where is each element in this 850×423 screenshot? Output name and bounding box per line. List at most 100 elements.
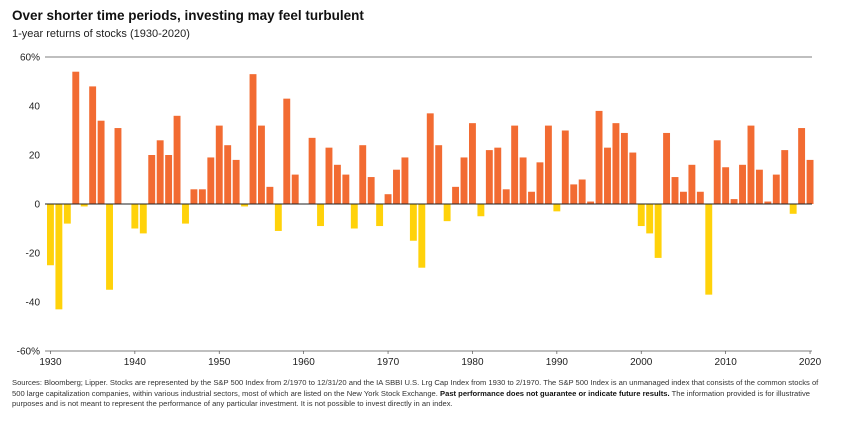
disclaimer-bold: Past performance does not guarantee or i… — [440, 388, 670, 398]
axes-group: 60% 40 20 0 -20 -40 -60%1930 1940 1950 1960 1970 19… — [17, 53, 822, 369]
bar-1971 — [393, 169, 400, 204]
bar-1958 — [283, 98, 291, 204]
bar-1941 — [139, 204, 147, 234]
bars-group — [47, 71, 814, 310]
bar-2011 — [730, 199, 738, 204]
bar-1996 — [604, 147, 611, 204]
bar-1945 — [173, 115, 181, 204]
bar-1993 — [578, 179, 586, 204]
bar-1944 — [165, 155, 173, 204]
bar-1938 — [114, 128, 122, 204]
bar-1965 — [342, 174, 350, 204]
y-tick-label: -60% — [17, 347, 40, 358]
bar-1968 — [367, 177, 375, 204]
y-tick-label: 60% — [20, 53, 40, 64]
bar-2007 — [696, 191, 704, 204]
bar-2018 — [789, 204, 797, 214]
bar-1977 — [443, 204, 451, 222]
bar-1973 — [409, 204, 417, 241]
bar-1982 — [485, 150, 493, 204]
bar-1979 — [460, 157, 468, 204]
bar-2005 — [680, 191, 687, 204]
y-tick-label: 0 — [34, 200, 40, 211]
bar-1942 — [148, 155, 156, 204]
bar-1948 — [198, 189, 206, 204]
bar-1940 — [131, 204, 139, 229]
x-tick-label: 1970 — [377, 357, 400, 368]
bar-1995 — [595, 110, 603, 204]
bar-1975 — [426, 113, 434, 204]
bar-1974 — [418, 204, 426, 268]
bar-1949 — [207, 157, 215, 204]
bar-1933 — [72, 71, 80, 204]
bar-2012 — [739, 164, 746, 204]
bar-1988 — [536, 162, 544, 204]
bar-1943 — [156, 140, 164, 204]
bar-2013 — [747, 125, 755, 204]
bar-2010 — [722, 167, 730, 204]
source-note: Sources: Bloomberg; Lipper. Stocks are r… — [12, 378, 822, 410]
bar-1980 — [469, 123, 476, 204]
bar-1985 — [511, 125, 519, 204]
x-tick-label: 1930 — [39, 357, 62, 368]
bar-1987 — [528, 191, 535, 204]
bar-1969 — [376, 204, 384, 227]
bar-1972 — [401, 157, 409, 204]
bar-1986 — [519, 157, 527, 204]
bar-1997 — [612, 123, 620, 204]
bar-2016 — [772, 174, 780, 204]
x-tick-label: 2020 — [799, 357, 822, 368]
bar-2008 — [705, 204, 713, 295]
bar-1959 — [291, 174, 299, 204]
bar-1932 — [63, 204, 71, 224]
bar-1998 — [620, 132, 628, 204]
bar-2014 — [755, 169, 763, 204]
bar-1956 — [266, 186, 274, 204]
bar-1931 — [55, 204, 63, 310]
bar-1957 — [274, 204, 282, 231]
bar-1964 — [333, 164, 341, 204]
bar-2003 — [663, 132, 671, 204]
y-tick-label: 20 — [29, 151, 41, 162]
bar-1935 — [89, 86, 97, 204]
bar-1978 — [452, 186, 460, 204]
y-tick-label: 40 — [29, 102, 41, 113]
source-text-continued: The information provided is for illustra… — [12, 388, 811, 409]
bar-2006 — [688, 164, 696, 204]
bar-1966 — [350, 204, 358, 229]
bar-2001 — [646, 204, 654, 234]
bar-1951 — [224, 145, 232, 204]
x-tick-label: 1950 — [208, 357, 231, 368]
x-tick-label: 1980 — [461, 357, 484, 368]
source-text: Sources: Bloomberg; Lipper. Stocks are r… — [12, 378, 819, 398]
x-tick-label: 1960 — [293, 357, 316, 368]
chart-subtitle: 1-year returns of stocks (1930-2020) — [12, 28, 190, 40]
y-tick-label: -20 — [26, 249, 41, 260]
bar-1994 — [587, 201, 595, 204]
bar-1990 — [553, 204, 561, 212]
bar-2017 — [781, 150, 789, 204]
x-tick-label: 1990 — [546, 357, 569, 368]
bar-1937 — [106, 204, 113, 290]
bar-1989 — [544, 125, 552, 204]
returns-bar-chart: 60% 40 20 0 -20 -40 -60%1930 1940 1950 1960 1970 19… — [17, 53, 822, 369]
x-tick-label: 2010 — [715, 357, 738, 368]
bar-1954 — [249, 74, 257, 205]
bar-1950 — [215, 125, 223, 204]
y-tick-label: -40 — [26, 298, 41, 309]
bar-1946 — [182, 204, 189, 224]
bar-2009 — [713, 140, 721, 204]
bar-2019 — [798, 128, 806, 204]
bar-1963 — [325, 147, 333, 204]
bar-1992 — [570, 184, 578, 204]
bar-1930 — [47, 204, 54, 266]
bar-2004 — [671, 177, 679, 204]
bar-2020 — [806, 159, 814, 204]
bar-1981 — [477, 204, 485, 217]
bar-1999 — [629, 152, 637, 204]
bar-1967 — [359, 145, 367, 204]
bar-1991 — [561, 130, 569, 204]
bar-1934 — [80, 204, 88, 207]
bar-2015 — [764, 201, 772, 204]
bar-1955 — [258, 125, 265, 204]
